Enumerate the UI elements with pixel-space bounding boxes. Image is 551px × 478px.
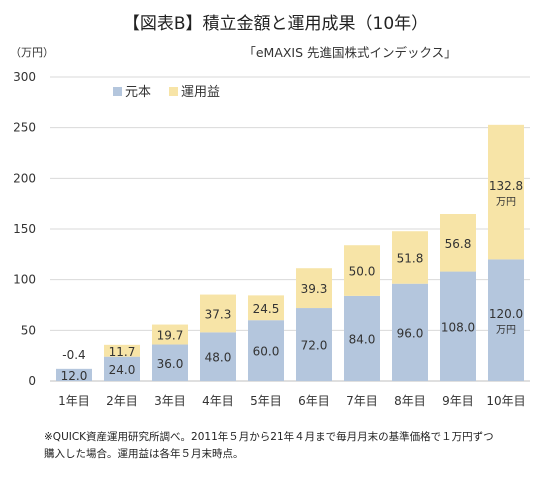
y-tick-label: 250 — [13, 121, 36, 135]
x-tick-label: 7年目 — [346, 394, 378, 408]
data-label-profit: 11.7 — [109, 345, 136, 359]
bar-principal — [488, 259, 524, 381]
bar-profit — [392, 231, 428, 284]
bar-profit — [152, 324, 188, 345]
data-label-principal: 84.0 — [349, 332, 376, 346]
data-label-principal: 120.0 — [489, 307, 523, 321]
x-tick-label: 3年目 — [154, 394, 186, 408]
x-tick-label: 9年目 — [442, 394, 474, 408]
bar-principal — [56, 368, 92, 381]
y-tick-label: 50 — [21, 323, 36, 337]
data-label-profit: 50.0 — [349, 265, 376, 279]
chart-subtitle: 「eMAXIS 先進国株式インデックス」 — [243, 45, 457, 60]
bar-profit — [344, 245, 380, 296]
data-label-profit: 24.5 — [253, 302, 280, 316]
bar-profit — [104, 344, 140, 357]
data-label-profit: -0.4 — [62, 348, 85, 362]
data-label-principal: 12.0 — [61, 369, 88, 383]
legend-swatch — [169, 87, 178, 96]
data-label-principal: 24.0 — [109, 363, 136, 377]
bar-principal — [248, 320, 284, 381]
y-tick-label: 150 — [13, 222, 36, 236]
data-label-profit: 39.3 — [301, 282, 328, 296]
y-tick-label: 100 — [13, 273, 36, 287]
bar-principal — [296, 308, 332, 381]
data-label-profit: 19.7 — [157, 329, 184, 343]
y-axis-unit-label: （万円） — [10, 46, 54, 59]
data-label-principal: 48.0 — [205, 351, 232, 365]
y-tick-label: 300 — [13, 70, 36, 84]
bar-principal — [392, 283, 428, 381]
bar-principal — [152, 344, 188, 381]
y-tick-label: 200 — [13, 171, 36, 185]
x-tick-label: 6年目 — [298, 394, 330, 408]
footnote-line-1: ※QUICK資産運用研究所調べ。2011年５月から21年４月まで毎月月末の基準価… — [44, 431, 494, 443]
bar-profit — [200, 294, 236, 333]
data-label-unit: 万円 — [496, 325, 516, 336]
data-label-principal: 96.0 — [397, 326, 424, 340]
footnote-line-2: 購入した場合。運用益は各年５月末時点。 — [44, 448, 244, 460]
bar-profit — [296, 268, 332, 309]
data-label-profit: 56.8 — [445, 237, 472, 251]
bar-profit — [248, 295, 284, 321]
data-label-principal: 36.0 — [157, 357, 184, 371]
y-tick-label: 0 — [28, 374, 36, 388]
data-label-principal: 60.0 — [253, 345, 280, 359]
footnote: ※QUICK資産運用研究所調べ。2011年５月から21年４月まで毎月月末の基準価… — [44, 429, 544, 463]
data-label-unit: 万円 — [496, 197, 516, 208]
bar-principal — [104, 356, 140, 381]
x-tick-label: 10年目 — [486, 394, 525, 408]
data-label-profit: 132.8 — [489, 179, 523, 193]
data-label-profit: 37.3 — [205, 307, 232, 321]
x-tick-label: 8年目 — [394, 394, 426, 408]
bar-principal — [344, 295, 380, 381]
legend-label: 運用益 — [181, 85, 220, 100]
x-tick-label: 4年目 — [202, 394, 234, 408]
x-tick-label: 1年目 — [58, 394, 90, 408]
data-label-profit: 51.8 — [397, 251, 424, 265]
data-label-principal: 108.0 — [441, 320, 475, 334]
bar-profit — [488, 124, 524, 260]
stacked-bar-chart: 0 50 100 150 200 250 300 12.0 -0.4 1年目 24.0 11.7 2年目… — [13, 70, 530, 408]
bar-profit — [440, 214, 476, 272]
x-tick-label: 2年目 — [106, 394, 138, 408]
data-label-principal: 72.0 — [301, 339, 328, 353]
legend-label: 元本 — [125, 85, 151, 100]
bar-principal — [200, 332, 236, 381]
legend-swatch — [113, 87, 122, 96]
x-tick-label: 5年目 — [250, 394, 282, 408]
bar-principal — [440, 271, 476, 381]
chart-title: 【図表B】積立金額と運用成果（10年） — [122, 14, 429, 34]
